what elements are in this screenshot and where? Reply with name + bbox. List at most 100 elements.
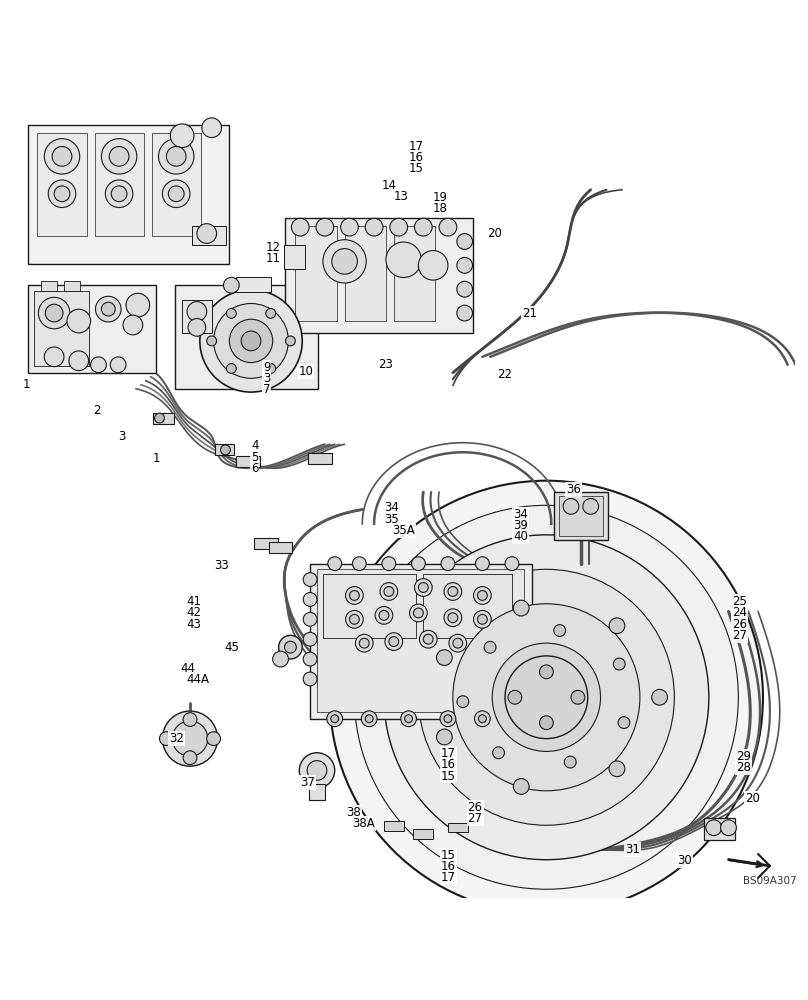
Circle shape bbox=[303, 573, 317, 586]
Circle shape bbox=[444, 583, 461, 600]
Circle shape bbox=[307, 761, 327, 780]
Bar bbox=[182, 300, 212, 333]
Circle shape bbox=[226, 308, 236, 318]
Text: 38A: 38A bbox=[352, 817, 375, 830]
Circle shape bbox=[361, 711, 377, 727]
Bar bbox=[284, 245, 305, 269]
Circle shape bbox=[613, 658, 625, 670]
Circle shape bbox=[448, 587, 458, 596]
Circle shape bbox=[272, 651, 288, 667]
Circle shape bbox=[159, 732, 173, 746]
Circle shape bbox=[292, 218, 309, 236]
Bar bbox=[296, 226, 337, 321]
Circle shape bbox=[414, 608, 423, 618]
Circle shape bbox=[126, 293, 149, 317]
Circle shape bbox=[154, 413, 164, 423]
Text: 35: 35 bbox=[384, 513, 398, 526]
Bar bbox=[344, 226, 386, 321]
Circle shape bbox=[350, 591, 360, 600]
Circle shape bbox=[452, 638, 463, 648]
Bar bbox=[309, 784, 325, 800]
Circle shape bbox=[652, 689, 667, 705]
Circle shape bbox=[355, 505, 739, 889]
Bar bbox=[308, 453, 332, 464]
Circle shape bbox=[285, 336, 296, 346]
Text: 24: 24 bbox=[732, 606, 747, 619]
Circle shape bbox=[69, 351, 89, 371]
Circle shape bbox=[346, 610, 364, 628]
Circle shape bbox=[200, 290, 302, 392]
Bar bbox=[236, 456, 260, 467]
Circle shape bbox=[54, 186, 70, 202]
Circle shape bbox=[332, 249, 357, 274]
Circle shape bbox=[158, 139, 194, 174]
Text: 18: 18 bbox=[433, 202, 448, 215]
Circle shape bbox=[105, 180, 133, 208]
Circle shape bbox=[242, 331, 261, 351]
Bar bbox=[35, 291, 89, 366]
Circle shape bbox=[266, 364, 276, 373]
Text: 17: 17 bbox=[441, 747, 456, 760]
Circle shape bbox=[382, 557, 396, 571]
Text: 37: 37 bbox=[301, 776, 315, 789]
Circle shape bbox=[618, 717, 630, 729]
Circle shape bbox=[386, 242, 421, 277]
Circle shape bbox=[303, 612, 317, 626]
Text: 20: 20 bbox=[487, 227, 503, 240]
Circle shape bbox=[101, 302, 116, 316]
Text: 16: 16 bbox=[409, 151, 423, 164]
Circle shape bbox=[101, 139, 137, 174]
Circle shape bbox=[202, 118, 221, 138]
Circle shape bbox=[213, 304, 288, 378]
Circle shape bbox=[473, 587, 491, 604]
Circle shape bbox=[583, 498, 599, 514]
Bar bbox=[310, 564, 532, 719]
Circle shape bbox=[609, 618, 625, 634]
Text: 9: 9 bbox=[263, 361, 271, 374]
Text: 29: 29 bbox=[736, 750, 751, 763]
Text: 15: 15 bbox=[441, 770, 456, 783]
Circle shape bbox=[457, 696, 469, 708]
Circle shape bbox=[284, 641, 297, 653]
Bar bbox=[152, 133, 201, 236]
Circle shape bbox=[475, 557, 490, 571]
Circle shape bbox=[109, 147, 129, 166]
Circle shape bbox=[444, 609, 461, 627]
Circle shape bbox=[48, 180, 76, 208]
Circle shape bbox=[187, 302, 207, 321]
Circle shape bbox=[513, 600, 529, 616]
Circle shape bbox=[365, 715, 373, 723]
Text: 7: 7 bbox=[263, 383, 271, 396]
Text: 26: 26 bbox=[468, 801, 482, 814]
Bar bbox=[323, 574, 416, 638]
Circle shape bbox=[505, 656, 587, 739]
Circle shape bbox=[226, 364, 236, 373]
Circle shape bbox=[328, 557, 342, 571]
Text: 1: 1 bbox=[153, 452, 160, 465]
Circle shape bbox=[508, 690, 522, 704]
Text: 30: 30 bbox=[677, 854, 692, 867]
Text: 40: 40 bbox=[513, 530, 528, 543]
Circle shape bbox=[439, 218, 457, 236]
Text: 14: 14 bbox=[382, 179, 397, 192]
Text: 25: 25 bbox=[732, 595, 747, 608]
Circle shape bbox=[457, 305, 473, 321]
Circle shape bbox=[330, 481, 763, 914]
Text: 13: 13 bbox=[393, 190, 409, 203]
Bar bbox=[448, 823, 468, 832]
Bar bbox=[215, 444, 234, 455]
Text: 4: 4 bbox=[251, 439, 259, 452]
Circle shape bbox=[540, 665, 553, 679]
Text: 28: 28 bbox=[736, 761, 751, 774]
Bar bbox=[414, 829, 433, 839]
Circle shape bbox=[172, 721, 208, 756]
Circle shape bbox=[441, 557, 455, 571]
Circle shape bbox=[457, 234, 473, 249]
Bar bbox=[37, 133, 86, 236]
Circle shape bbox=[411, 557, 425, 571]
Bar bbox=[554, 492, 608, 540]
Bar bbox=[153, 413, 175, 424]
Circle shape bbox=[419, 630, 437, 648]
Text: 12: 12 bbox=[266, 241, 281, 254]
Circle shape bbox=[505, 557, 519, 571]
